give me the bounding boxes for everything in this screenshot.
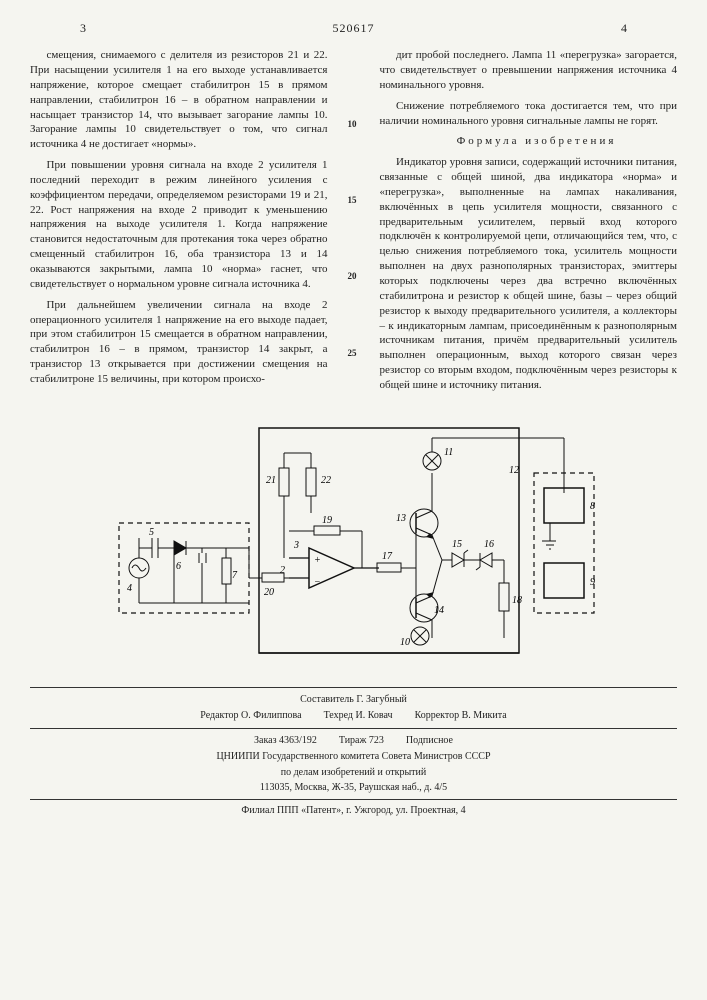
line-marker: 20 bbox=[348, 270, 360, 282]
label-20: 20 bbox=[264, 587, 274, 598]
footer-techred: Техред И. Ковач bbox=[324, 709, 393, 723]
page-num-left: 3 bbox=[80, 20, 86, 36]
label-11: 11 bbox=[444, 447, 453, 458]
line-marker: 25 bbox=[348, 347, 360, 359]
zener-15-icon bbox=[452, 550, 468, 567]
left-p1: смещения, снимаемого с делителя из резис… bbox=[30, 48, 328, 152]
left-p3: При дальнейшем увеличении сигнала на вхо… bbox=[30, 298, 328, 387]
left-column: смещения, снимаемого с делителя из резис… bbox=[30, 48, 328, 399]
label-10: 10 bbox=[400, 637, 410, 648]
footer-org2: по делам изобретений и открытий bbox=[30, 765, 677, 781]
label-6: 6 bbox=[176, 561, 181, 572]
footer-addr2: Филиал ППП «Патент», г. Ужгород, ул. Про… bbox=[30, 803, 677, 819]
line-marker: 15 bbox=[348, 194, 360, 206]
footer-editor: Редактор О. Филиппова bbox=[200, 709, 301, 723]
footer-order: Заказ 4363/192 bbox=[254, 734, 317, 748]
label-4: 4 bbox=[127, 583, 132, 594]
label-7: 7 bbox=[232, 570, 238, 581]
footer-credits: Редактор О. Филиппова Техред И. Ковач Ко… bbox=[30, 707, 677, 725]
label-3: 3 bbox=[293, 540, 299, 551]
line-number-gutter: 10 15 20 25 bbox=[348, 48, 360, 399]
label-9: 9 bbox=[590, 577, 595, 588]
footer: Составитель Г. Загубный Редактор О. Фили… bbox=[30, 687, 677, 819]
label-14: 14 bbox=[434, 605, 444, 616]
opamp-plus: + bbox=[314, 555, 321, 566]
right-p1: дит пробой последнего. Лампа 11 «перегру… bbox=[380, 48, 678, 93]
text-columns: смещения, снимаемого с делителя из резис… bbox=[30, 48, 677, 399]
line-marker: 10 bbox=[348, 118, 360, 130]
page-num-right: 4 bbox=[621, 20, 627, 36]
footer-tirage: Тираж 723 bbox=[339, 734, 384, 748]
right-p2: Снижение потребляемого тока достигается … bbox=[380, 99, 678, 129]
label-19: 19 bbox=[322, 515, 332, 526]
label-5: 5 bbox=[149, 527, 154, 538]
right-column: дит пробой последнего. Лампа 11 «перегру… bbox=[380, 48, 678, 399]
label-22: 22 bbox=[321, 475, 331, 486]
label-17: 17 bbox=[382, 551, 393, 562]
label-12: 12 bbox=[509, 465, 519, 476]
footer-addr1: 113035, Москва, Ж-35, Раушская наб., д. … bbox=[30, 780, 677, 796]
page-header: 3 520617 4 bbox=[30, 20, 677, 36]
footer-compiler: Составитель Г. Загубный bbox=[30, 692, 677, 708]
opamp-minus: − bbox=[314, 577, 321, 588]
footer-order-row: Заказ 4363/192 Тираж 723 Подписное bbox=[30, 732, 677, 750]
footer-corrector: Корректор В. Микита bbox=[415, 709, 507, 723]
right-p3: Индикатор уровня записи, содержащий исто… bbox=[380, 155, 678, 393]
doc-number: 520617 bbox=[333, 21, 375, 35]
left-p2: При повышении уровня сигнала на входе 2 … bbox=[30, 158, 328, 292]
footer-sub: Подписное bbox=[406, 734, 453, 748]
label-21: 21 bbox=[266, 475, 276, 486]
label-18: 18 bbox=[512, 595, 522, 606]
zener-16-icon bbox=[476, 553, 492, 570]
circuit-diagram: + − 21 22 19 20 2 3 bbox=[30, 413, 677, 673]
page: 3 520617 4 смещения, снимаемого с делите… bbox=[0, 0, 707, 1000]
label-2: 2 bbox=[280, 565, 285, 576]
footer-org1: ЦНИИПИ Государственного комитета Совета … bbox=[30, 749, 677, 765]
formula-heading: Формула изобретения bbox=[380, 134, 678, 149]
label-16: 16 bbox=[484, 539, 494, 550]
label-8: 8 bbox=[590, 501, 595, 512]
label-15: 15 bbox=[452, 539, 462, 550]
circuit-svg: + − 21 22 19 20 2 3 bbox=[94, 413, 614, 673]
label-13: 13 bbox=[396, 513, 406, 524]
